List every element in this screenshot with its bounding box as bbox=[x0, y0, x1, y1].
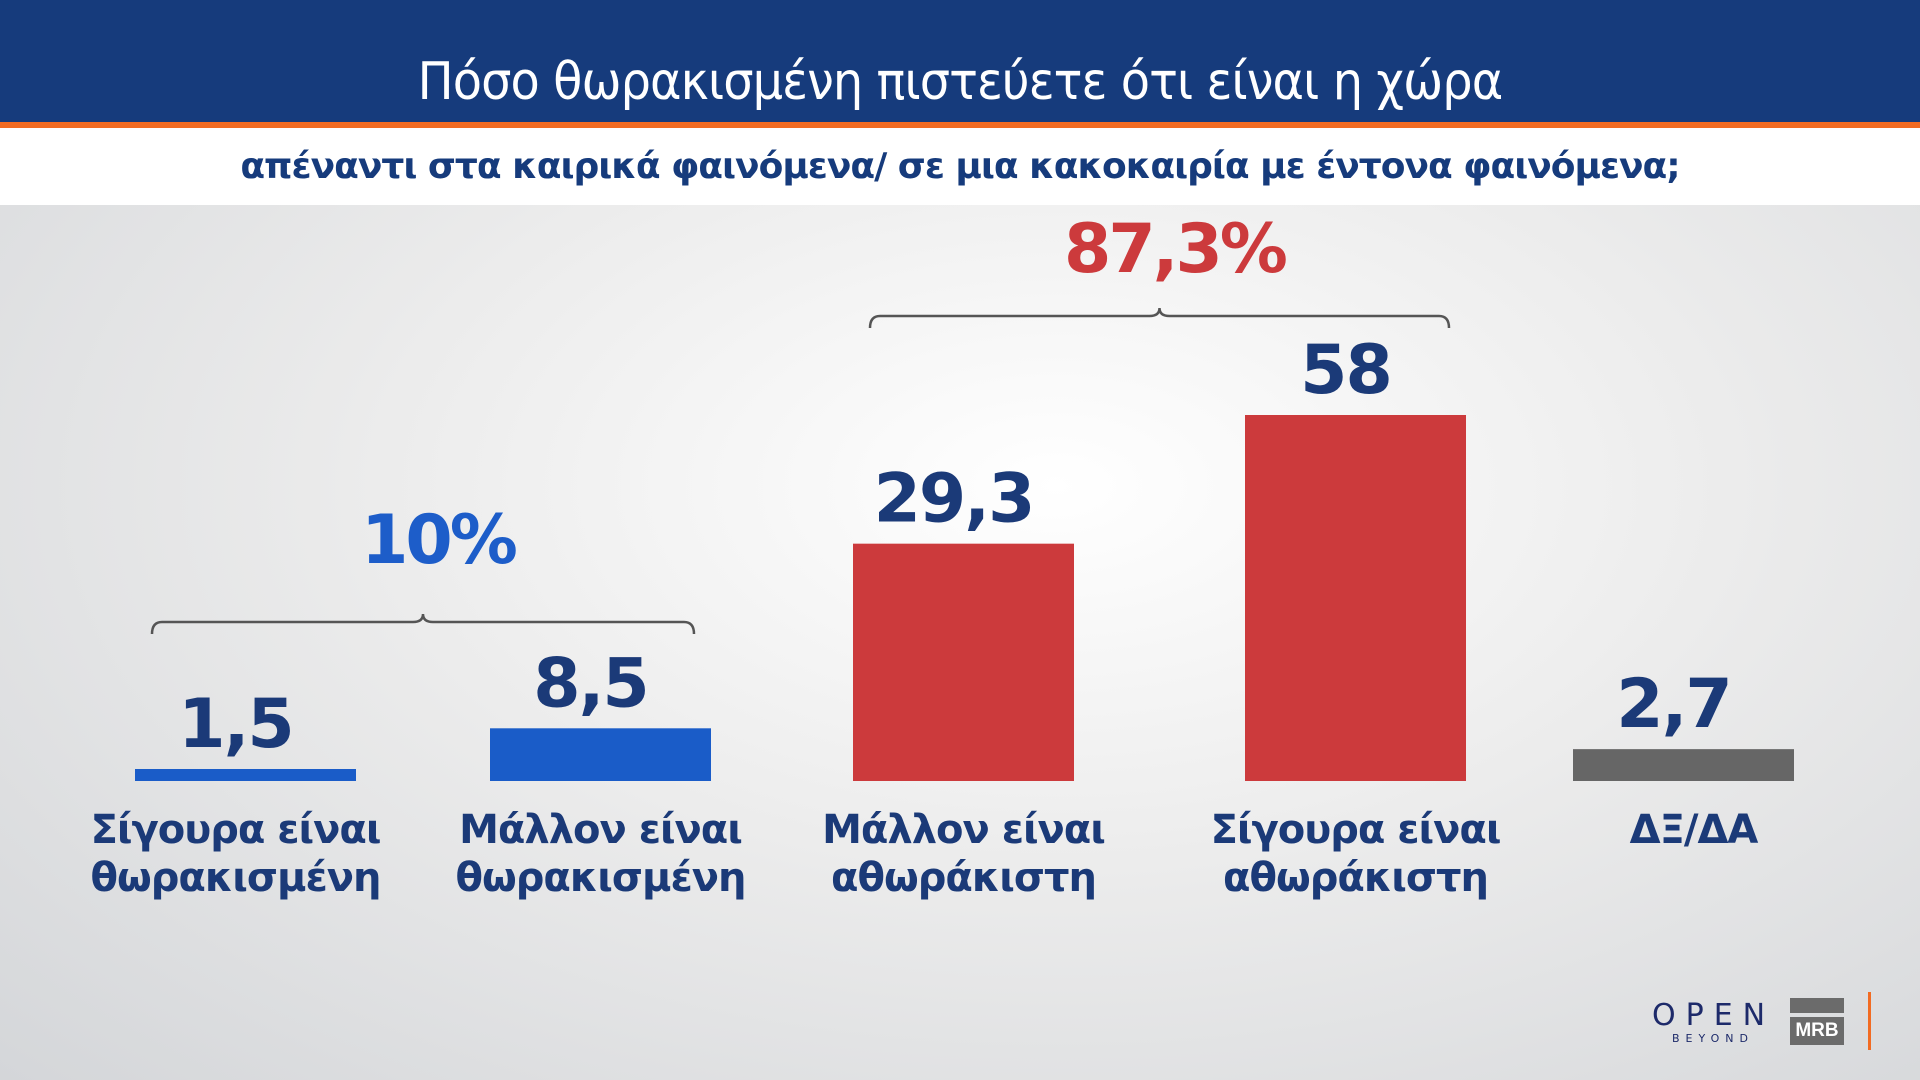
value-label: 58 bbox=[1300, 331, 1391, 410]
category-label: Μάλλον είναι bbox=[459, 807, 742, 853]
value-label: 1,5 bbox=[178, 685, 292, 764]
category-label: θωρακισμένη bbox=[91, 855, 381, 901]
chart-title: Πόσο θωρακισμένη πιστεύετε ότι είναι η χ… bbox=[417, 52, 1504, 112]
bar bbox=[1245, 415, 1466, 781]
group-total-label: 10% bbox=[361, 501, 516, 580]
category-label: ΔΞ/ΔΑ bbox=[1630, 807, 1759, 853]
value-label: 29,3 bbox=[874, 460, 1034, 539]
category-label: Σίγουρα είναι bbox=[1211, 807, 1501, 853]
value-label: 8,5 bbox=[533, 644, 647, 723]
category-label: Μάλλον είναι bbox=[822, 807, 1105, 853]
bar bbox=[490, 728, 711, 781]
logo-divider bbox=[1868, 992, 1871, 1050]
chart-subtitle: απέναντι στα καιρικά φαινόμενα/ σε μια κ… bbox=[240, 146, 1680, 187]
category-label: θωρακισμένη bbox=[456, 855, 746, 901]
bar bbox=[135, 769, 356, 781]
category-label: αθωράκιστη bbox=[1223, 855, 1488, 901]
mrb-logo: MRB bbox=[1790, 1017, 1844, 1045]
bar bbox=[853, 543, 1074, 781]
group-total-label: 87,3% bbox=[1064, 210, 1286, 289]
subtitle-band bbox=[0, 128, 1920, 205]
bar bbox=[1573, 749, 1794, 781]
category-label: Σίγουρα είναι bbox=[91, 807, 381, 853]
accent-line bbox=[0, 122, 1920, 128]
category-label: αθωράκιστη bbox=[831, 855, 1096, 901]
group-brace bbox=[868, 307, 1451, 329]
group-brace bbox=[150, 613, 696, 635]
value-label: 2,7 bbox=[1616, 665, 1730, 744]
header-band bbox=[0, 0, 1920, 122]
open-logo-subtitle: BEYOND bbox=[1672, 1032, 1754, 1045]
mrb-logo-block bbox=[1790, 998, 1844, 1013]
open-logo: OPEN bbox=[1652, 998, 1776, 1033]
